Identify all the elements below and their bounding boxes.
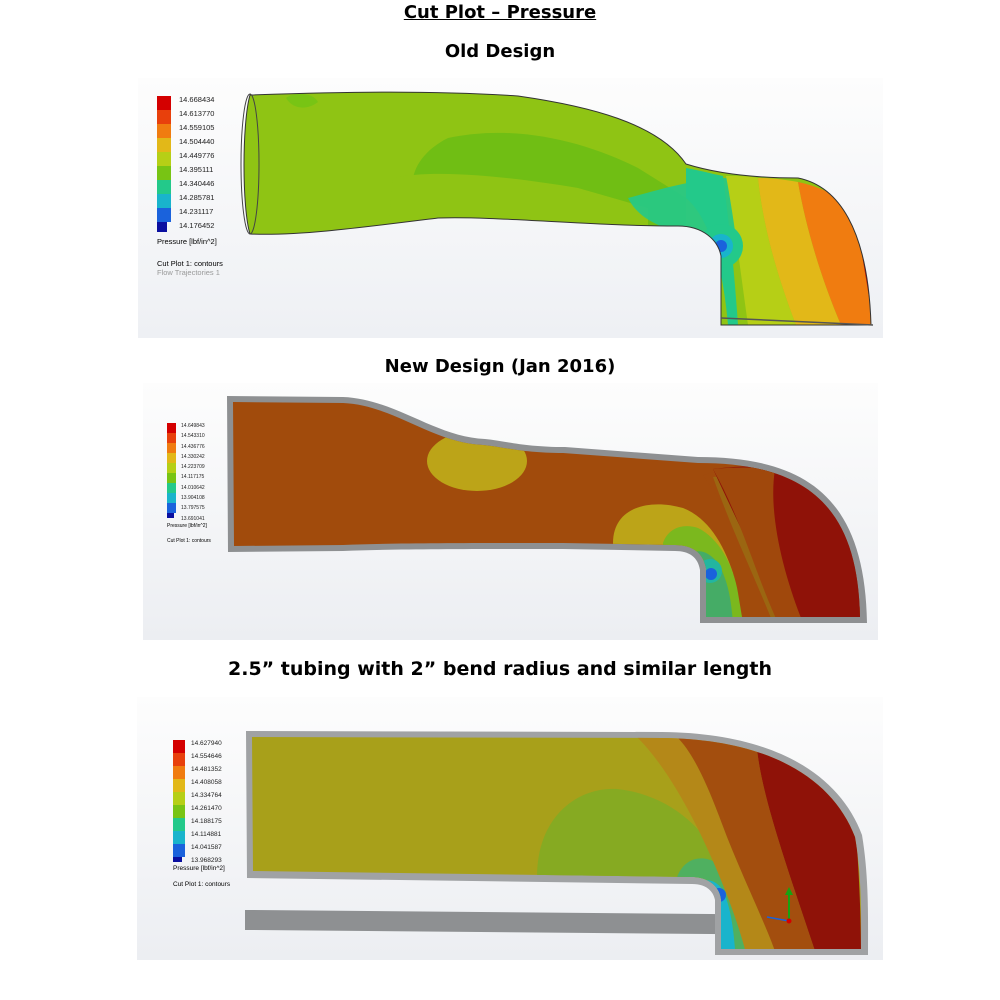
new-design-cut-plot: 14.649843 14.543310 14.436776 14.330242 … [143, 383, 878, 640]
scale-swatch-3 [157, 124, 171, 138]
legend-value: 14.408058 [191, 779, 222, 786]
tubing-pressure-contour [245, 731, 869, 955]
legend-value: 14.504440 [179, 137, 215, 146]
scale-swatch-1 [157, 96, 171, 110]
legend-color-scale [167, 423, 176, 518]
scale-swatch-10 [173, 857, 182, 862]
scale-swatch-5 [167, 463, 176, 473]
legend-value: 14.010642 [181, 484, 205, 491]
legend-value: 14.334764 [191, 792, 222, 799]
legend-color-scale [157, 96, 171, 232]
legend-value: 14.223709 [181, 464, 205, 471]
scale-swatch-9 [173, 844, 185, 857]
legend-value: 14.395111 [179, 165, 214, 174]
legend-color-scale [173, 740, 185, 862]
scale-swatch-1 [167, 423, 176, 433]
legend-value: 14.231117 [179, 207, 214, 216]
legend-value: 14.481352 [191, 766, 222, 773]
legend-values: 14.649843 14.543310 14.436776 14.330242 … [181, 421, 205, 524]
scale-swatch-6 [167, 473, 176, 483]
scale-swatch-7 [167, 483, 176, 493]
scale-swatch-6 [157, 166, 171, 180]
legend-value: 14.627940 [191, 740, 222, 747]
legend-values: 14.668434 14.613770 14.559105 14.504440 … [179, 93, 214, 233]
legend-values: 14.627940 14.554646 14.481352 14.408058 … [191, 737, 222, 867]
scale-swatch-5 [157, 152, 171, 166]
scale-swatch-4 [157, 138, 171, 152]
scale-swatch-8 [173, 831, 185, 844]
legend-value: 14.261470 [191, 805, 222, 812]
document-title: Cut Plot – Pressure [403, 2, 597, 23]
legend-cut-plot-note: Cut Plot 1: contours [167, 538, 211, 544]
legend-value: 14.436776 [181, 443, 205, 450]
old-design-cut-plot: 14.668434 14.613770 14.559105 14.504440 … [138, 78, 883, 338]
legend-value: 14.559105 [179, 123, 215, 132]
coordinate-triad [766, 887, 793, 924]
legend-value: 14.554646 [191, 753, 222, 760]
legend-value: 14.330242 [181, 453, 205, 460]
legend-cut-plot-note: Cut Plot 1: contours [157, 259, 223, 268]
scale-swatch-10 [157, 222, 167, 232]
scale-swatch-2 [167, 433, 176, 443]
legend-cut-plot-note: Cut Plot 1: contours [173, 881, 231, 888]
new-design-heading: New Design (Jan 2016) [384, 356, 616, 377]
legend-value: 13.797575 [181, 505, 205, 512]
scale-swatch-9 [167, 503, 176, 513]
tubing-variant-heading: 2.5” tubing with 2” bend radius and simi… [228, 658, 772, 680]
legend-value: 14.176452 [179, 221, 215, 230]
legend-value: 13.968293 [191, 857, 222, 864]
scale-swatch-7 [173, 818, 185, 831]
old-design-heading: Old Design [444, 41, 556, 62]
legend-value: 13.691041 [181, 515, 205, 522]
legend-value: 14.285781 [179, 193, 215, 202]
legend-units-label: Pressure [lbf/in^2] [157, 237, 217, 246]
legend-trajectories-note: Flow Trajectories 1 [157, 268, 220, 277]
tubing-variant-cut-plot: 14.627940 14.554646 14.481352 14.408058 … [137, 697, 883, 960]
scale-swatch-8 [157, 194, 171, 208]
scale-swatch-2 [157, 110, 171, 124]
scale-swatch-5 [173, 792, 185, 805]
legend-value: 14.543310 [181, 433, 205, 440]
legend-value: 14.188175 [191, 818, 222, 825]
legend-units-label: Pressure [lbf/in^2] [167, 523, 207, 529]
legend-value: 14.668434 [179, 95, 215, 104]
scale-swatch-2 [173, 753, 185, 766]
legend-value: 13.904108 [181, 495, 205, 502]
scale-swatch-3 [167, 443, 176, 453]
legend-value: 14.449776 [179, 151, 215, 160]
scale-swatch-6 [173, 805, 185, 818]
legend-value: 14.649843 [181, 423, 205, 429]
scale-swatch-9 [157, 208, 171, 222]
legend-value: 14.117175 [181, 474, 205, 481]
legend-value: 14.114881 [191, 831, 222, 838]
scale-swatch-8 [167, 493, 176, 503]
scale-swatch-7 [157, 180, 171, 194]
scale-swatch-3 [173, 766, 185, 779]
scale-swatch-1 [173, 740, 185, 753]
old-design-pressure-contour [240, 91, 874, 326]
new-design-pressure-contour [227, 396, 867, 623]
legend-units-label: Pressure [lbf/in^2] [173, 865, 225, 872]
scale-swatch-4 [167, 453, 176, 463]
legend-value: 14.041587 [191, 844, 222, 851]
legend-value: 14.613770 [179, 109, 215, 118]
scale-swatch-4 [173, 779, 185, 792]
scale-swatch-10 [167, 513, 174, 518]
legend-value: 14.340446 [179, 179, 215, 188]
